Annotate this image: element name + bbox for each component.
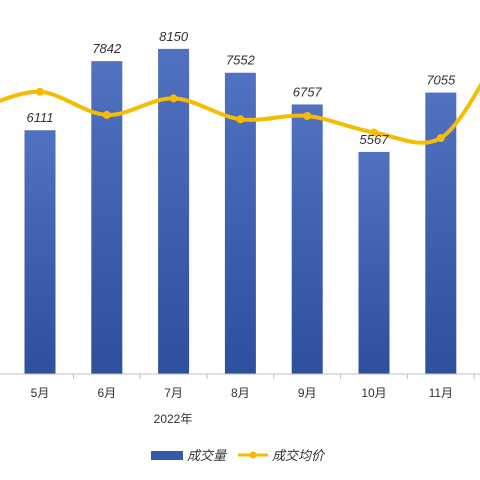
bar-value-label-2: 7842 bbox=[92, 41, 122, 56]
price-marker-3 bbox=[169, 94, 178, 103]
bar-value-label-7: 7055 bbox=[426, 73, 456, 88]
price-marker-5 bbox=[303, 112, 312, 120]
bar-value-label-6: 5567 bbox=[360, 132, 390, 147]
bar-value-label-3: 8150 bbox=[159, 29, 189, 44]
price-marker-2 bbox=[102, 110, 111, 119]
legend-line-marker bbox=[249, 451, 257, 459]
x-tick-label-2: 6月 bbox=[97, 386, 116, 400]
bar-6 bbox=[358, 151, 390, 374]
x-tick-label-1: 5月 bbox=[31, 386, 50, 400]
legend: 成交量 成交均价 bbox=[151, 448, 326, 463]
x-axis-group-label: 2022年 bbox=[154, 412, 193, 426]
legend-bar-swatch bbox=[151, 451, 183, 460]
price-marker-7 bbox=[436, 134, 445, 142]
x-tick-label-5: 9月 bbox=[298, 386, 317, 400]
legend-bar-label: 成交量 bbox=[187, 448, 228, 463]
bar-value-label-5: 6757 bbox=[293, 84, 323, 99]
bar-2 bbox=[91, 61, 123, 374]
x-tick-label-6: 10月 bbox=[361, 386, 386, 400]
bar-3 bbox=[158, 48, 190, 375]
price-marker-6 bbox=[370, 128, 378, 137]
bar-1 bbox=[24, 130, 56, 374]
price-marker-1 bbox=[36, 87, 44, 96]
bar-value-label-1: 6111 bbox=[27, 110, 54, 125]
x-tick-label-4: 8月 bbox=[231, 386, 250, 400]
bar-5 bbox=[291, 104, 323, 374]
x-tick-label-3: 7月 bbox=[164, 386, 183, 400]
bar-value-label-4: 7552 bbox=[226, 53, 256, 68]
x-tick-label-7: 11月 bbox=[429, 386, 453, 400]
legend-line-label: 成交均价 bbox=[272, 448, 326, 463]
price-marker-4 bbox=[236, 115, 245, 124]
